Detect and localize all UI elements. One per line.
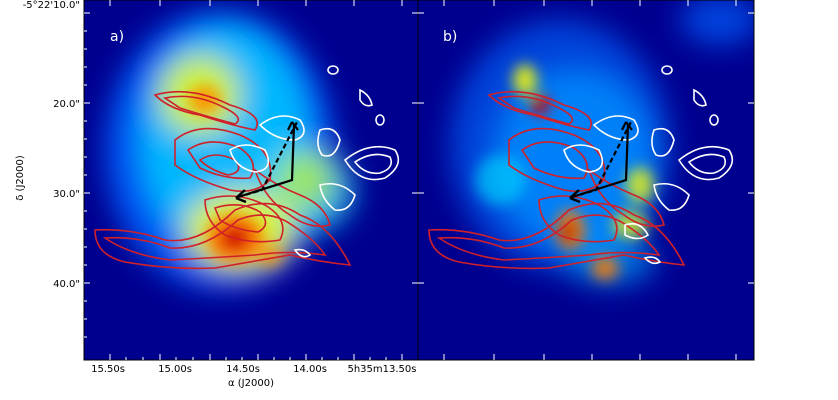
x-tick-label: 5h35m13.50s [347,364,416,375]
panel-b-label: b) [443,29,457,45]
y-tick-label: 30.0" [53,189,80,200]
panel-a-red-contours [94,90,352,270]
x-tick-label: 14.00s [293,364,327,375]
panel-b-red-contours [428,90,686,270]
y-top-label: -5°22'10.0" [23,0,80,11]
y-tick-label: 20.0" [53,99,80,110]
x-axis-title: α (J2000) [228,378,274,389]
panel-a-label: a) [110,29,124,45]
panel-b-frame [417,0,755,361]
y-tick-label: 40.0" [53,279,80,290]
panel-b-white-contours [563,65,734,265]
panel-a [84,0,418,360]
panel-b-outflow-arrows [569,121,633,204]
x-tick-label: 15.50s [91,364,125,375]
x-tick-label: 14.50s [226,364,260,375]
panel-a-outflow-arrows [235,121,299,204]
panel-a-white-contours [229,65,400,258]
tick-marks [84,0,754,360]
x-tick-label: 15.00s [158,364,192,375]
y-axis-title: δ (J2000) [15,155,26,201]
